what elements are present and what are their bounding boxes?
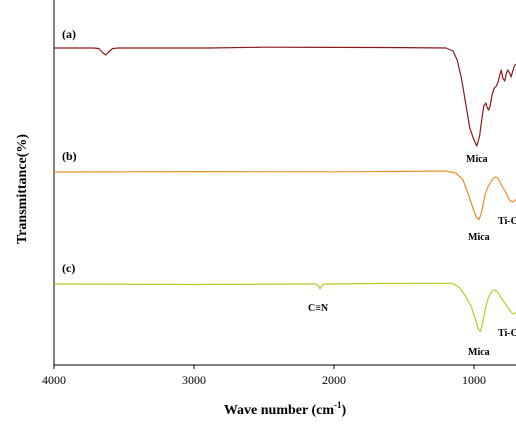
annotation-tio-b: Ti-O (498, 216, 516, 227)
axes (53, 0, 516, 366)
x-axis-title-sup: -1 (334, 400, 342, 410)
panel-label-c: (c) (62, 261, 75, 275)
x-tick-label-3: 1000 (462, 373, 486, 387)
annotation-mica-c: Mica (468, 347, 490, 358)
x-tick-label-0: 4000 (42, 373, 66, 387)
x-axis-title: Wave number (cm-1) (224, 400, 347, 418)
spectrum-line-a (54, 46, 516, 147)
annotation-mica-a: Mica (466, 154, 488, 165)
series-group (53, 46, 516, 333)
panel-label-a: (a) (62, 27, 76, 41)
spectrum-line-b (53, 170, 516, 221)
annotation-tio-c: Ti-O (498, 328, 516, 339)
annotation-cn-c: C≡N (308, 303, 329, 314)
panel-label-b: (b) (62, 149, 77, 163)
x-tick-label-2: 2000 (322, 373, 346, 387)
x-ticks: 4000 3000 2000 1000 (42, 365, 486, 387)
spectrum-line-c (53, 282, 516, 333)
y-axis-title: Transmittance(%) (15, 134, 30, 244)
x-axis-title-main: Wave number (cm (224, 403, 335, 418)
x-axis-title-close: ) (342, 403, 347, 418)
x-tick-label-1: 3000 (182, 373, 206, 387)
annotation-mica-b: Mica (468, 232, 490, 243)
